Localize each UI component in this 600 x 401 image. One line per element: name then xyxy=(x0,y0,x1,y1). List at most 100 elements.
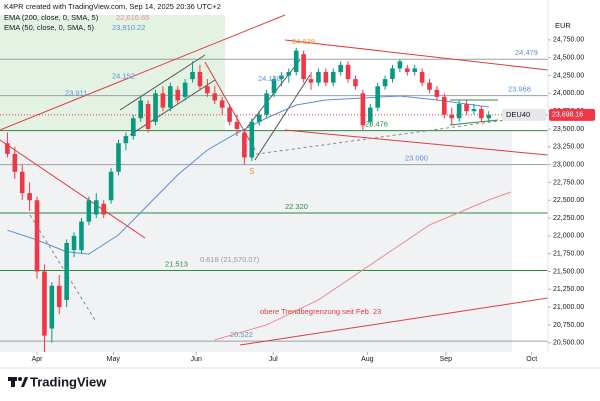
candle-body xyxy=(434,89,440,97)
candle-body xyxy=(197,71,203,87)
y-tick-label: 21,500.00 xyxy=(553,268,584,275)
candle-body xyxy=(234,121,240,129)
candle-body xyxy=(419,71,425,83)
candle-body xyxy=(464,104,469,112)
candle-body xyxy=(145,104,151,129)
candle-body xyxy=(49,285,55,329)
candle-body xyxy=(227,107,232,122)
header: K4PR created with TradingView.com, Sep 1… xyxy=(4,2,221,11)
candle-body xyxy=(375,86,380,108)
candle-body xyxy=(19,171,25,194)
price-label: 24.152 xyxy=(112,71,135,80)
x-tick-label: Apr xyxy=(32,356,44,363)
x-tick-label: Jul xyxy=(269,356,278,363)
candle-body xyxy=(360,93,366,126)
price-badge xyxy=(549,108,595,121)
candle-body xyxy=(293,50,299,72)
candle-body xyxy=(323,71,329,83)
x-tick-label: Jun xyxy=(191,356,202,363)
legend-value: 23,910.22 xyxy=(112,23,145,32)
brand-logo xyxy=(8,377,28,387)
level-label: 21.513 xyxy=(165,260,188,269)
candle-body xyxy=(345,64,351,80)
candle-body xyxy=(130,118,136,137)
candle-body xyxy=(442,96,447,115)
x-tick-label: Sep xyxy=(440,356,453,363)
y-tick-label: 24,250.00 xyxy=(553,72,584,79)
y-tick-label: 24,750.00 xyxy=(553,37,584,44)
candle-body xyxy=(86,200,92,222)
zone-green xyxy=(0,15,225,130)
candle-body xyxy=(301,54,306,80)
y-tick-label: 21,000.00 xyxy=(553,304,584,311)
level-label: 24.479 xyxy=(515,48,538,57)
candle-body xyxy=(264,93,269,115)
legend-entry: EMA (50, close, 0, SMA, 5) xyxy=(4,23,95,32)
candle-body xyxy=(5,143,10,154)
price-label: 24.639 xyxy=(292,37,315,46)
y-tick-label: 22,500.00 xyxy=(553,197,584,204)
candle-body xyxy=(412,68,418,72)
candle-body xyxy=(138,100,144,119)
candle-body xyxy=(271,79,277,94)
candle-body xyxy=(64,242,69,300)
candle-body xyxy=(153,93,158,122)
symbol-badge xyxy=(502,108,546,121)
candle-body xyxy=(34,200,40,272)
candle-body xyxy=(397,61,403,69)
candle-body xyxy=(123,136,129,144)
y-tick-label: 23,250.00 xyxy=(553,144,584,151)
candle-body xyxy=(479,109,484,119)
candle-body xyxy=(168,86,173,108)
legend-entry: EMA (200, close, 0, SMA, 5) xyxy=(4,13,99,22)
brand: TradingView xyxy=(30,374,107,389)
candle-body xyxy=(42,271,47,336)
candle-body xyxy=(316,71,321,83)
candle-body xyxy=(219,100,225,108)
y-tick-label: 20,500.00 xyxy=(553,340,584,347)
annotation: 0.618 (21,570.07) xyxy=(200,255,260,264)
candle-body xyxy=(160,93,166,108)
x-tick-label: Oct xyxy=(526,356,537,363)
annotation: obere Trendbegrenzung seit Feb. 23 xyxy=(260,307,381,316)
candle-body xyxy=(286,71,292,76)
x-tick-label: Aug xyxy=(361,356,374,363)
candle-body xyxy=(382,79,388,87)
legend-value: 22,616.65 xyxy=(116,13,149,22)
candle-body xyxy=(404,68,410,72)
candle-body xyxy=(242,132,247,158)
candle-body xyxy=(116,143,121,172)
candle-body xyxy=(256,114,262,122)
y-tick-label: 20,750.00 xyxy=(553,322,584,329)
x-tick-label: May xyxy=(107,356,121,363)
candle-body xyxy=(79,221,84,251)
candle-body xyxy=(101,203,106,215)
y-tick-label: 22,250.00 xyxy=(553,215,584,222)
candle-body xyxy=(182,82,188,97)
y-tick-label: 24,500.00 xyxy=(553,55,584,62)
candle-body xyxy=(93,200,99,215)
candle-body xyxy=(449,114,455,119)
candle-body xyxy=(367,107,373,122)
candle-body xyxy=(108,171,114,201)
candle-body xyxy=(12,153,18,172)
price-label: 24.120 xyxy=(258,74,281,83)
candle-body xyxy=(308,79,314,83)
candle-body xyxy=(249,121,255,158)
candle-body xyxy=(56,285,62,308)
level-label: 23.476 xyxy=(365,120,388,129)
candle-body xyxy=(338,64,343,72)
candle-body xyxy=(71,235,77,251)
y-tick-label: 22,000.00 xyxy=(553,233,584,240)
annotation: S xyxy=(249,167,254,176)
ema-line xyxy=(214,191,512,341)
currency: EUR xyxy=(555,21,571,30)
candle-body xyxy=(27,193,32,201)
candle-body xyxy=(212,93,218,101)
zone-gray xyxy=(0,130,512,352)
level-label: 20.522 xyxy=(230,330,253,339)
last-price: 23,698.16 xyxy=(552,112,583,119)
candle-body xyxy=(279,75,284,80)
candle-body xyxy=(190,71,195,80)
